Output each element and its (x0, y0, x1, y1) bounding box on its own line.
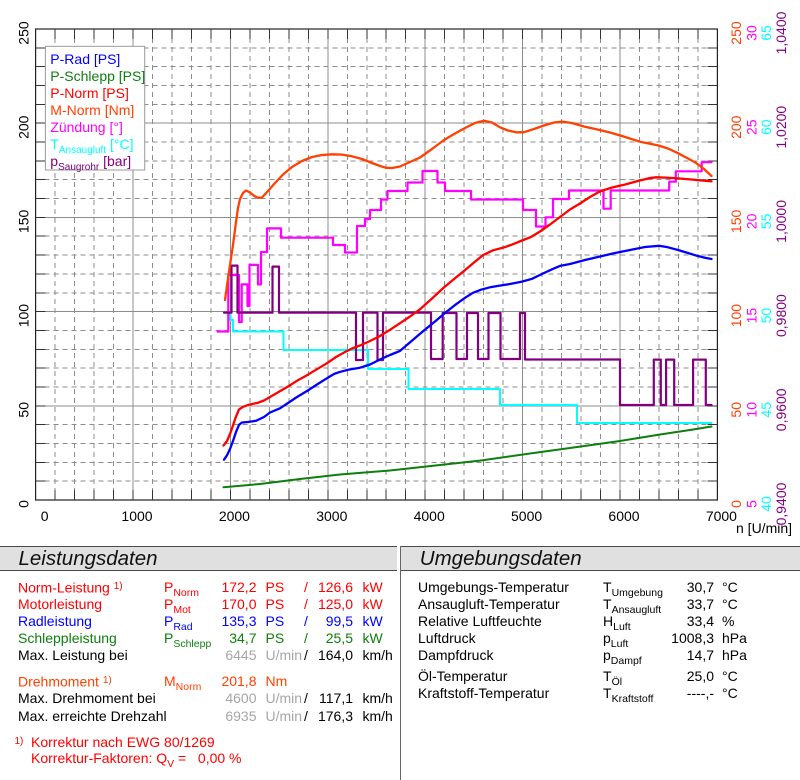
svg-text:2000: 2000 (219, 508, 250, 524)
svg-text:55: 55 (758, 213, 774, 229)
svg-text:0,9600: 0,9600 (773, 388, 789, 431)
svg-text:50: 50 (728, 402, 744, 418)
svg-text:1,0400: 1,0400 (773, 11, 789, 54)
svg-text:50: 50 (16, 402, 32, 418)
svg-text:200: 200 (16, 115, 32, 139)
svg-text:40: 40 (758, 496, 774, 512)
svg-text:200: 200 (728, 115, 744, 139)
svg-text:pSaugrohr [bar]: pSaugrohr [bar] (50, 153, 131, 173)
svg-text:60: 60 (758, 119, 774, 135)
svg-text:250: 250 (16, 21, 32, 45)
svg-text:0: 0 (16, 500, 32, 508)
svg-text:65: 65 (758, 25, 774, 41)
svg-text:P-Rad [PS]: P-Rad [PS] (50, 51, 120, 67)
svg-text:0: 0 (41, 508, 49, 524)
svg-text:150: 150 (16, 210, 32, 234)
svg-text:150: 150 (728, 210, 744, 234)
svg-text:1,0000: 1,0000 (773, 200, 789, 243)
svg-text:20: 20 (744, 213, 760, 229)
svg-text:4000: 4000 (414, 508, 445, 524)
svg-text:3000: 3000 (316, 508, 347, 524)
svg-text:45: 45 (758, 402, 774, 418)
svg-text:30: 30 (744, 25, 760, 41)
svg-text:1000: 1000 (121, 508, 152, 524)
svg-text:6000: 6000 (608, 508, 639, 524)
svg-text:0: 0 (728, 500, 744, 508)
svg-text:7000: 7000 (706, 508, 737, 524)
svg-text:10: 10 (744, 402, 760, 418)
svg-text:250: 250 (728, 21, 744, 45)
svg-text:100: 100 (16, 304, 32, 328)
svg-text:1,0200: 1,0200 (773, 106, 789, 149)
svg-text:n [U/min]: n [U/min] (736, 520, 792, 536)
svg-text:P-Norm [PS]: P-Norm [PS] (50, 85, 129, 101)
svg-text:TAnsaugluft [°C]: TAnsaugluft [°C] (50, 136, 133, 156)
svg-text:25: 25 (744, 119, 760, 135)
svg-text:5000: 5000 (511, 508, 542, 524)
svg-text:5: 5 (744, 500, 760, 508)
svg-text:50: 50 (758, 308, 774, 324)
svg-text:0,9400: 0,9400 (773, 482, 789, 525)
svg-text:0,9800: 0,9800 (773, 294, 789, 337)
svg-text:P-Schlepp [PS]: P-Schlepp [PS] (50, 68, 145, 84)
svg-text:100: 100 (728, 304, 744, 328)
svg-text:Zündung [°]: Zündung [°] (50, 119, 123, 135)
svg-text:M-Norm [Nm]: M-Norm [Nm] (50, 102, 134, 118)
svg-text:15: 15 (744, 308, 760, 324)
